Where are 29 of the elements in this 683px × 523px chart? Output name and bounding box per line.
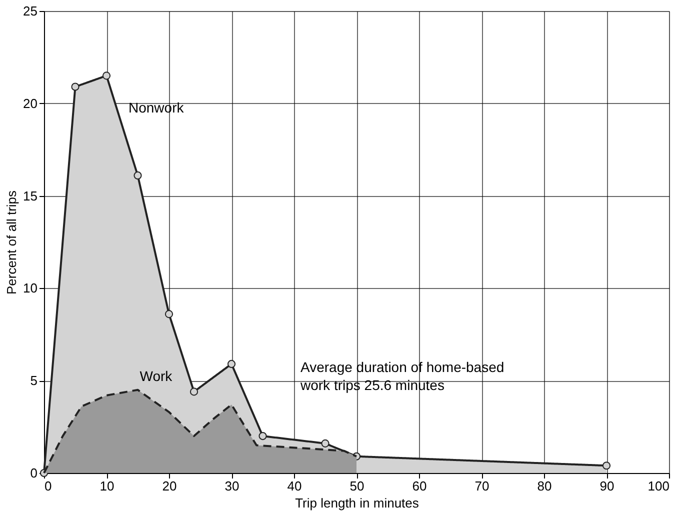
point	[71, 82, 80, 91]
x-tick-label: 60	[412, 478, 427, 494]
x-tick-label: 50	[350, 478, 364, 494]
x-tick-label: 100	[648, 478, 670, 494]
x-tick-label: 0	[44, 478, 52, 494]
point	[164, 310, 174, 318]
y-tick-label: 15	[23, 188, 38, 204]
x-tick-label: 90	[600, 478, 614, 494]
point	[602, 462, 611, 470]
x-tick-label: 20	[162, 478, 177, 494]
x-axis-title: Trip length in minutes	[295, 496, 420, 510]
y-tick-label: 25	[23, 4, 38, 18]
point	[190, 388, 198, 396]
point	[102, 72, 111, 80]
x-tick-label: 80	[537, 478, 552, 494]
y-tick-label: 5	[30, 373, 38, 388]
point	[258, 432, 267, 440]
point	[321, 439, 330, 448]
x-tick-label: 10	[100, 478, 114, 494]
y-tick-label: 10	[23, 280, 38, 296]
x-tick-label: 70	[474, 478, 490, 494]
point	[227, 360, 236, 368]
x-tick-label: 30	[224, 478, 240, 494]
y-axis-title: Percent of all trips	[4, 190, 20, 295]
series-label: Work	[140, 368, 174, 384]
point	[134, 171, 142, 180]
y-tick-label: 0	[30, 466, 38, 480]
y-tick-label: 20	[23, 96, 38, 111]
x-tick-label: 40	[287, 478, 302, 494]
